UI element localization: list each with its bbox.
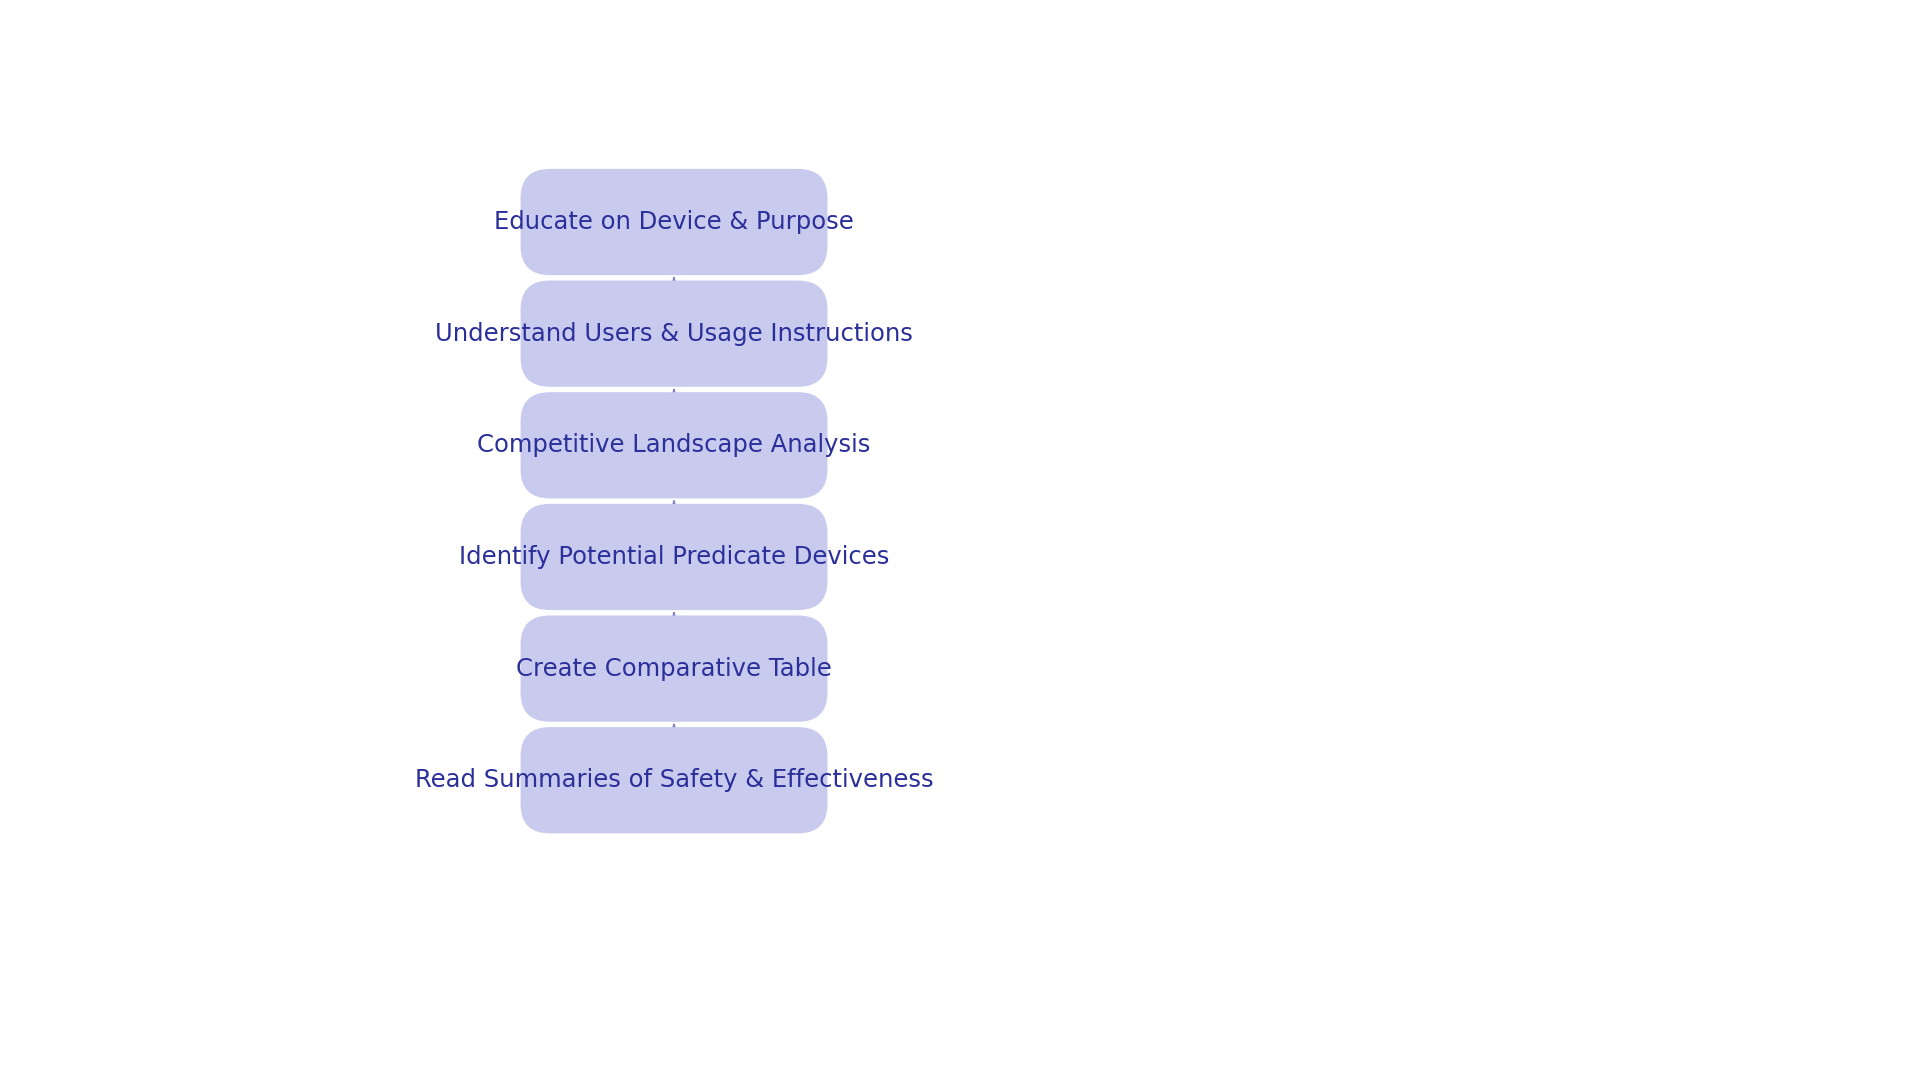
FancyBboxPatch shape: [520, 168, 828, 275]
Text: Competitive Landscape Analysis: Competitive Landscape Analysis: [478, 433, 870, 457]
FancyBboxPatch shape: [520, 616, 828, 721]
Text: Identify Potential Predicate Devices: Identify Potential Predicate Devices: [459, 545, 889, 569]
FancyBboxPatch shape: [520, 727, 828, 834]
FancyBboxPatch shape: [520, 281, 828, 387]
Text: Educate on Device & Purpose: Educate on Device & Purpose: [493, 210, 854, 234]
Text: Create Comparative Table: Create Comparative Table: [516, 657, 831, 680]
Text: Read Summaries of Safety & Effectiveness: Read Summaries of Safety & Effectiveness: [415, 768, 933, 793]
Text: Understand Users & Usage Instructions: Understand Users & Usage Instructions: [436, 322, 912, 346]
FancyBboxPatch shape: [520, 503, 828, 610]
FancyBboxPatch shape: [520, 392, 828, 499]
